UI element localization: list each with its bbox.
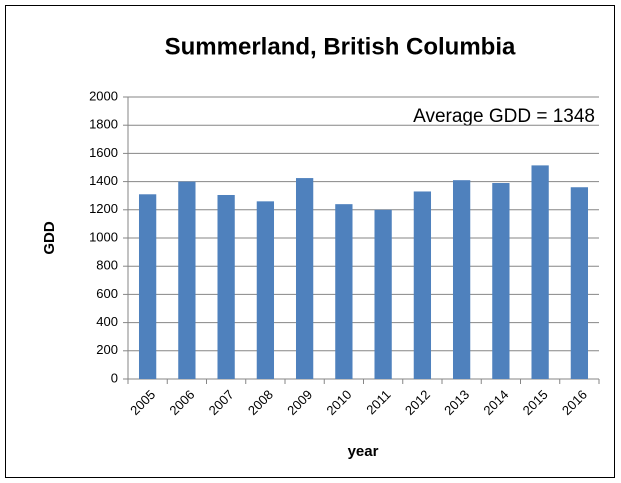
bar	[138, 194, 157, 379]
x-axis-label: year	[348, 443, 379, 460]
bar	[413, 191, 432, 379]
y-tick-label: 1600	[89, 145, 118, 160]
bar	[452, 180, 471, 379]
bar	[217, 194, 235, 379]
y-tick-label: 0	[111, 370, 118, 385]
bar	[256, 201, 275, 379]
y-tick-label: 1400	[89, 173, 118, 188]
bar	[335, 204, 353, 379]
y-axis-label: GDD	[41, 221, 58, 255]
y-tick-label: 1800	[89, 117, 118, 132]
bar	[374, 209, 392, 379]
y-tick-label: 600	[96, 286, 118, 301]
bar	[570, 187, 589, 379]
bar	[178, 181, 196, 379]
y-tick-label: 800	[96, 258, 118, 273]
y-tick-label: 200	[96, 342, 118, 357]
bar	[531, 165, 549, 379]
bar	[492, 183, 510, 379]
y-tick-label: 400	[96, 314, 118, 329]
y-tick-label: 1000	[89, 229, 118, 244]
chart-title: Summerland, British Columbia	[165, 33, 516, 60]
annotation: Average GDD = 1348	[413, 106, 595, 127]
y-tick-label: 2000	[89, 88, 118, 103]
y-tick-label: 1200	[89, 201, 118, 216]
bar	[295, 178, 314, 379]
